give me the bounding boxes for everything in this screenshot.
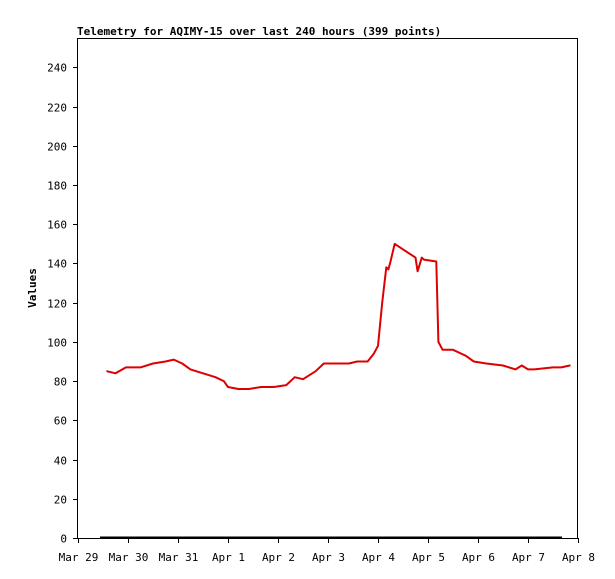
- x-tick-label: Mar 31: [159, 551, 199, 564]
- x-tick-label: Apr 6: [462, 551, 495, 564]
- y-tick-label: 180: [47, 180, 67, 193]
- y-tick-label: 220: [47, 102, 67, 115]
- x-axis: Mar 29 Mar 30 Mar 31 Apr 1 Apr 2 Apr 3 Apr 4 Ap…: [59, 538, 595, 564]
- chart-title: Telemetry for AQIMY-15 over last 240 hou…: [77, 25, 441, 38]
- x-tick-label: Apr 1: [212, 551, 245, 564]
- y-tick-label: 40: [54, 455, 67, 468]
- y-tick-label: 80: [54, 376, 67, 389]
- x-tick-label: Mar 30: [109, 551, 149, 564]
- y-tick-label: 160: [47, 219, 67, 232]
- x-tick-label: Apr 5: [412, 551, 445, 564]
- x-tick-label: Apr 7: [512, 551, 545, 564]
- x-tick-label: Apr 4: [362, 551, 395, 564]
- x-tick-label: Apr 8: [562, 551, 595, 564]
- y-tick-label: 0: [60, 533, 67, 546]
- series-line-1: [106, 242, 571, 390]
- y-axis-title: Values: [26, 268, 39, 308]
- y-axis: 0 20 40 60 80 100 120 140 160 180 200 220 240: [47, 62, 78, 546]
- y-tick-label: 200: [47, 141, 67, 154]
- plot-frame: [77, 38, 578, 539]
- y-tick-label: 20: [54, 494, 67, 507]
- series-layer: [106, 242, 571, 390]
- x-tick-label: Mar 29: [59, 551, 99, 564]
- y-tick-label: 60: [54, 415, 67, 428]
- x-tick-label: Apr 2: [262, 551, 295, 564]
- x-tick-label: Apr 3: [312, 551, 345, 564]
- y-tick-label: 100: [47, 337, 67, 350]
- y-tick-label: 240: [47, 62, 67, 75]
- y-tick-label: 120: [47, 298, 67, 311]
- y-tick-label: 140: [47, 258, 67, 271]
